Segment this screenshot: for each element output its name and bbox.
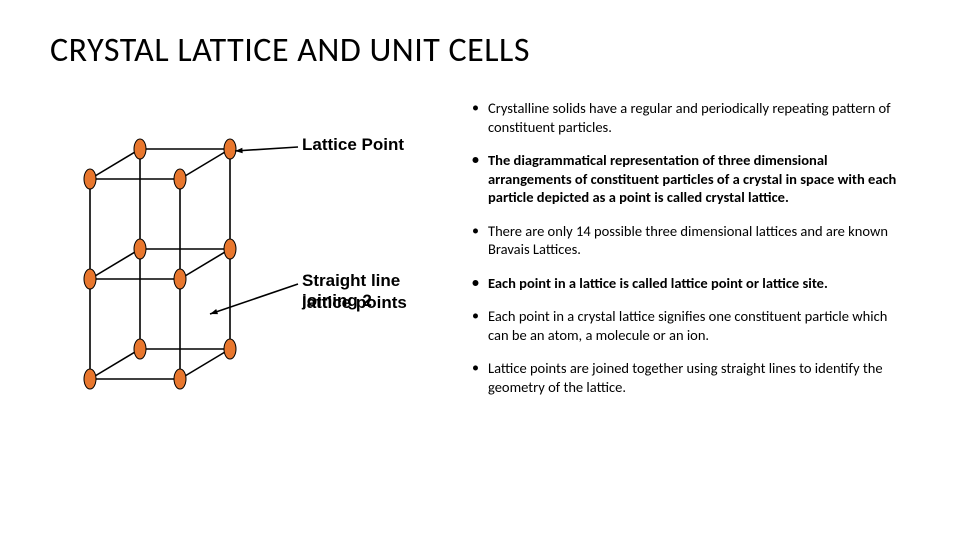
bullet-item: There are only 14 possible three dimensi… [470, 222, 900, 259]
label-lattice-point: Lattice Point [302, 135, 404, 155]
bullet-item: The diagrammatical representation of thr… [470, 151, 900, 207]
content-row: Lattice Point Straight line joining 2 la… [50, 99, 910, 459]
text-column: Crystalline solids have a regular and pe… [470, 99, 910, 459]
lattice-diagram: Lattice Point Straight line joining 2 la… [50, 99, 450, 459]
bullet-item: Each point in a lattice is called lattic… [470, 274, 900, 293]
bullet-item: Each point in a crystal lattice signifie… [470, 307, 900, 344]
slide-title: CRYSTAL LATTICE AND UNIT CELLS [50, 30, 910, 71]
label-straight-line-2: lattice points [302, 293, 407, 313]
bullet-item: Crystalline solids have a regular and pe… [470, 99, 900, 136]
bullet-list: Crystalline solids have a regular and pe… [470, 99, 900, 397]
bullet-item: Lattice points are joined together using… [470, 359, 900, 396]
